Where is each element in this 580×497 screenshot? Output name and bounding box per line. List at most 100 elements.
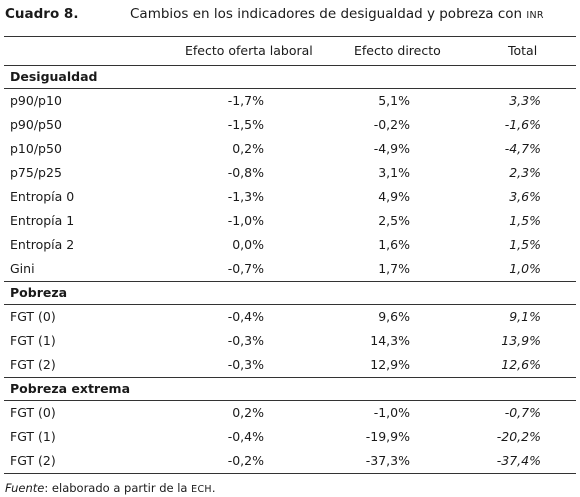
row-label: FGT (2) [10,453,56,468]
table-caption: Cuadro 8. Cambios en los indicadores de … [5,6,580,26]
total-cell: 3,3% [509,93,541,108]
total-cell: 1,0% [509,261,541,276]
efecto-oferta-cell: -1,0% [227,213,264,228]
row-label: p90/p10 [10,93,62,108]
table-number: Cuadro 8. [5,6,79,22]
total-cell: -20,2% [496,429,541,444]
total-cell: 3,6% [509,189,541,204]
table-row: p10/p50 0,2% -4,9% -4,7% [4,137,576,161]
table-title-text: Cambios en los indicadores de desigualda… [130,6,523,22]
row-label: Gini [10,261,35,276]
table-row: FGT (2) -0,2% -37,3% -37,4% [4,449,576,473]
efecto-directo-cell: 3,1% [378,165,410,180]
efecto-oferta-cell: 0,2% [232,141,264,156]
section-header: Pobreza extrema [4,378,576,400]
table-row: p90/p50 -1,5% -0,2% -1,6% [4,113,576,137]
efecto-directo-cell: -37,3% [365,453,410,468]
row-label: FGT (1) [10,429,56,444]
table-row: p90/p10 -1,7% 5,1% 3,3% [4,89,576,113]
table-row: FGT (1) -0,3% 14,3% 13,9% [4,329,576,353]
total-cell: 12,6% [501,357,541,372]
efecto-oferta-cell: -0,3% [227,357,264,372]
efecto-directo-cell: 1,6% [378,237,410,252]
header-total: Total [508,43,538,58]
source-abbrev: ECH [191,484,212,495]
total-cell: 2,3% [509,165,541,180]
table-title-abbrev: INR [526,10,544,21]
efecto-oferta-cell: -0,3% [227,333,264,348]
efecto-directo-cell: -4,9% [373,141,410,156]
efecto-oferta-cell: -0,7% [227,261,264,276]
section-rule [4,400,576,401]
table-row: FGT (2) -0,3% 12,9% 12,6% [4,353,576,377]
total-cell: 1,5% [509,213,541,228]
source-text: : elaborado a partir de la [44,481,188,495]
efecto-oferta-cell: -0,8% [227,165,264,180]
row-label: FGT (0) [10,309,56,324]
total-cell: 9,1% [509,309,541,324]
header-row: Efecto oferta laboral Efecto directo Tot… [4,37,576,65]
table-row: Entropía 1 -1,0% 2,5% 1,5% [4,209,576,233]
row-label: Entropía 2 [10,237,75,252]
header-efecto-oferta-laboral: Efecto oferta laboral [185,43,313,58]
efecto-directo-cell: 5,1% [378,93,410,108]
section-rule [4,88,576,89]
section-header: Pobreza [4,282,576,304]
row-label: Entropía 1 [10,213,75,228]
total-cell: -1,6% [504,117,541,132]
efecto-oferta-cell: -1,3% [227,189,264,204]
bottom-rule [4,473,576,474]
table-row: FGT (0) -0,4% 9,6% 9,1% [4,305,576,329]
section-title: Pobreza [10,285,68,300]
efecto-directo-cell: 9,6% [378,309,410,324]
total-cell: 13,9% [501,333,541,348]
efecto-directo-cell: 2,5% [378,213,410,228]
table-body: Desigualdad p90/p10 -1,7% 5,1% 3,3% p90/p50 -1… [4,66,576,474]
source-note: Fuente: elaborado a partir de la ECH. [5,481,215,495]
row-label: FGT (2) [10,357,56,372]
top-rule [4,36,576,37]
table-row: FGT (0) 0,2% -1,0% -0,7% [4,401,576,425]
efecto-directo-cell: 1,7% [378,261,410,276]
efecto-oferta-cell: -0,4% [227,309,264,324]
table-row: p75/p25 -0,8% 3,1% 2,3% [4,161,576,185]
row-label: FGT (0) [10,405,56,420]
row-label: FGT (1) [10,333,56,348]
efecto-oferta-cell: -1,7% [227,93,264,108]
efecto-oferta-cell: -0,4% [227,429,264,444]
efecto-oferta-cell: 0,0% [232,237,264,252]
row-label: Entropía 0 [10,189,75,204]
efecto-oferta-cell: -0,2% [227,453,264,468]
section-end-rule [4,377,576,378]
efecto-directo-cell: 12,9% [370,357,410,372]
table-title: Cambios en los indicadores de desigualda… [130,6,544,22]
source-end: . [211,481,216,495]
efecto-oferta-cell: 0,2% [232,405,264,420]
efecto-directo-cell: 4,9% [378,189,410,204]
table-row: Entropía 2 0,0% 1,6% 1,5% [4,233,576,257]
efecto-directo-cell: -1,0% [373,405,410,420]
total-cell: -4,7% [504,141,541,156]
total-cell: -37,4% [496,453,541,468]
row-label: p90/p50 [10,117,62,132]
section-title: Desigualdad [10,69,98,84]
total-cell: -0,7% [504,405,541,420]
section-header: Desigualdad [4,66,576,88]
section-title: Pobreza extrema [10,381,131,396]
header-rule [4,65,576,66]
efecto-oferta-cell: -1,5% [227,117,264,132]
efecto-directo-cell: -0,2% [373,117,410,132]
row-label: p75/p25 [10,165,62,180]
table-row: Entropía 0 -1,3% 4,9% 3,6% [4,185,576,209]
source-label: Fuente [5,481,45,495]
table-row: FGT (1) -0,4% -19,9% -20,2% [4,425,576,449]
efecto-directo-cell: 14,3% [370,333,410,348]
data-table: Efecto oferta laboral Efecto directo Tot… [4,36,576,474]
section-rule [4,304,576,305]
section-end-rule [4,281,576,282]
row-label: p10/p50 [10,141,62,156]
efecto-directo-cell: -19,9% [365,429,410,444]
table-row: Gini -0,7% 1,7% 1,0% [4,257,576,281]
total-cell: 1,5% [509,237,541,252]
header-efecto-directo: Efecto directo [354,43,441,58]
